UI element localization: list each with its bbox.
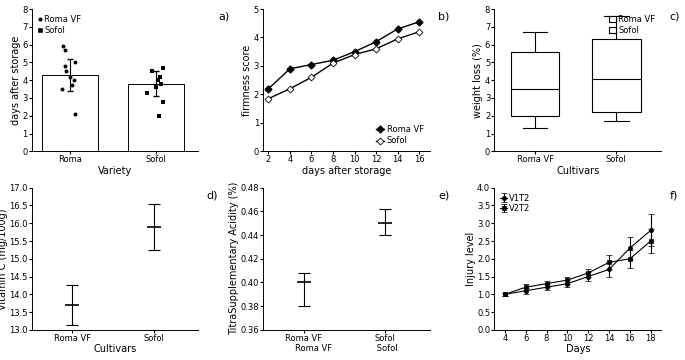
Legend: V1T2, V2T2: V1T2, V2T2 bbox=[499, 192, 532, 215]
Point bbox=[147, 68, 158, 74]
Point bbox=[151, 84, 162, 90]
Y-axis label: Vitamin C (mg/100g): Vitamin C (mg/100g) bbox=[0, 208, 8, 310]
Point bbox=[154, 74, 165, 80]
X-axis label: Days: Days bbox=[566, 345, 590, 355]
Bar bbox=[128, 84, 184, 151]
Text: c): c) bbox=[669, 12, 680, 22]
Point bbox=[60, 68, 71, 74]
Line: Roma VF: Roma VF bbox=[266, 19, 421, 91]
Sofol bbox=[329, 61, 337, 65]
Text: a): a) bbox=[219, 12, 229, 22]
Point bbox=[57, 86, 68, 92]
Point bbox=[155, 81, 166, 87]
Roma VF bbox=[415, 20, 423, 24]
Roma VF bbox=[372, 40, 380, 44]
Roma VF bbox=[329, 58, 337, 62]
Text: e): e) bbox=[438, 190, 449, 201]
Point bbox=[58, 44, 68, 49]
PathPatch shape bbox=[511, 52, 560, 116]
X-axis label: days after storage: days after storage bbox=[302, 166, 391, 176]
Point bbox=[69, 59, 80, 65]
Y-axis label: TitraSupplementary Acidity (%): TitraSupplementary Acidity (%) bbox=[229, 182, 239, 336]
Point bbox=[158, 99, 169, 104]
X-axis label: Roma VF                 Sofol: Roma VF Sofol bbox=[295, 345, 398, 354]
Point bbox=[152, 77, 163, 83]
Roma VF bbox=[264, 86, 273, 91]
X-axis label: Cultivars: Cultivars bbox=[556, 166, 599, 176]
Sofol bbox=[372, 47, 380, 51]
Point bbox=[69, 111, 80, 117]
X-axis label: Cultivars: Cultivars bbox=[93, 345, 137, 355]
Sofol bbox=[308, 75, 316, 80]
Point bbox=[142, 90, 153, 95]
Point bbox=[64, 74, 75, 80]
Roma VF bbox=[351, 50, 359, 54]
Roma VF bbox=[308, 62, 316, 67]
Y-axis label: weight loss (%): weight loss (%) bbox=[473, 43, 484, 118]
Point bbox=[153, 113, 164, 118]
Bar bbox=[42, 75, 98, 151]
Sofol bbox=[393, 37, 401, 41]
Point bbox=[59, 47, 70, 53]
Roma VF bbox=[393, 27, 401, 31]
Legend: Roma VF, Sofol: Roma VF, Sofol bbox=[374, 123, 425, 147]
Y-axis label: Injury level: Injury level bbox=[466, 231, 475, 286]
Line: Sofol: Sofol bbox=[266, 30, 421, 101]
Y-axis label: days after storage: days after storage bbox=[11, 36, 21, 125]
Text: b): b) bbox=[438, 12, 449, 22]
Sofol bbox=[264, 96, 273, 101]
Sofol bbox=[286, 86, 294, 91]
Point bbox=[60, 63, 71, 69]
Legend: Roma VF, Sofol: Roma VF, Sofol bbox=[608, 13, 657, 36]
Sofol bbox=[415, 30, 423, 34]
Roma VF bbox=[286, 67, 294, 71]
PathPatch shape bbox=[592, 39, 640, 112]
Text: f): f) bbox=[669, 190, 678, 201]
Sofol bbox=[351, 53, 359, 57]
Point bbox=[158, 65, 169, 71]
Y-axis label: firmness score: firmness score bbox=[242, 45, 252, 116]
Text: d): d) bbox=[207, 190, 219, 201]
Point bbox=[67, 82, 78, 88]
X-axis label: Variety: Variety bbox=[98, 166, 132, 176]
Point bbox=[69, 77, 80, 83]
Legend: Roma VF, Sofol: Roma VF, Sofol bbox=[36, 13, 83, 36]
